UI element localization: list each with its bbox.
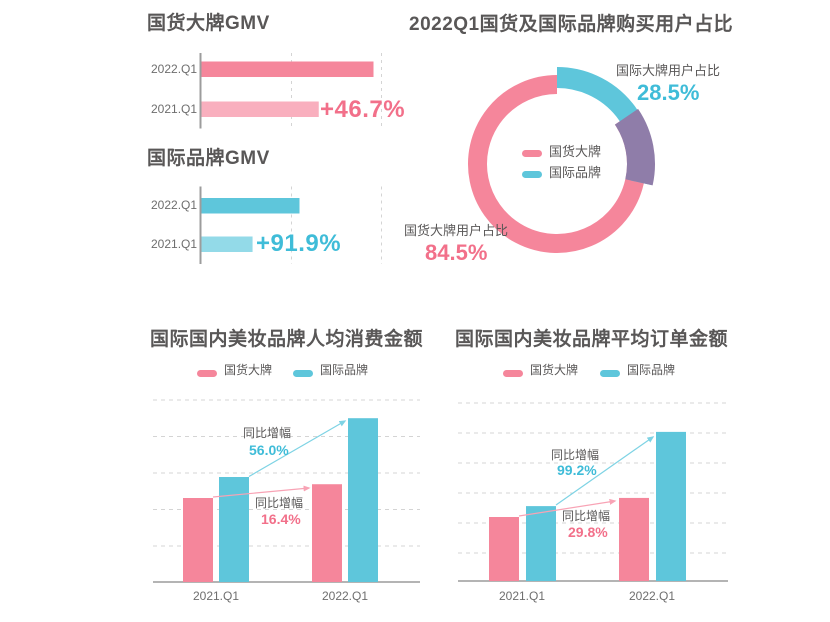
yoy-value-international: 56.0% — [249, 442, 289, 458]
yoy-value-international: 99.2% — [557, 462, 597, 478]
yoy-value-domestic: 16.4% — [261, 511, 301, 527]
legend-swatch-international — [600, 370, 620, 377]
yoy-caption-domestic: 同比增幅 — [562, 509, 611, 523]
x-label-2022: 2022.Q1 — [321, 589, 369, 603]
legend-label-domestic: 国货大牌 — [549, 144, 602, 159]
donut-domestic-share-label: 国货大牌用户占比 — [404, 223, 509, 238]
x-label-2022: 2022.Q1 — [628, 589, 676, 603]
legend-label-international: 国际品牌 — [549, 165, 602, 180]
legend-swatch-international — [522, 171, 542, 178]
avg-order-title: 国际国内美妆品牌平均订单金额 — [455, 329, 729, 350]
legend-label-international: 国际品牌 — [320, 363, 369, 377]
gmv-domestic-ylabel-2021: 2021.Q1 — [151, 102, 198, 116]
donut-domestic-share-value: 84.5% — [425, 240, 488, 265]
gmv-international-ylabel-2021: 2021.Q1 — [151, 237, 198, 251]
legend-swatch-domestic — [522, 150, 542, 157]
gmv-international-growth-label: +91.9% — [256, 230, 342, 257]
legend-swatch-domestic — [197, 370, 217, 377]
yoy-caption-domestic: 同比增幅 — [255, 496, 304, 510]
legend-label-international: 国际品牌 — [627, 363, 676, 377]
yoy-caption-international: 同比增幅 — [243, 426, 292, 440]
gmv-domestic-growth-label: +46.7% — [320, 96, 406, 123]
gmv-domestic-ylabel-2022: 2022.Q1 — [151, 62, 198, 76]
legend-label-domestic: 国货大牌 — [530, 363, 579, 377]
gmv-international-title: 国际品牌GMV — [147, 148, 270, 169]
gmv-international-ylabel-2022: 2022.Q1 — [151, 198, 198, 212]
yoy-caption-international: 同比增幅 — [551, 448, 600, 462]
yoy-value-domestic: 29.8% — [568, 524, 608, 540]
legend-swatch-domestic — [503, 370, 523, 377]
donut-title: 2022Q1国货及国际品牌购买用户占比 — [409, 14, 734, 35]
gmv-domestic-title: 国货大牌GMV — [147, 13, 270, 34]
donut-intl-share-value: 28.5% — [637, 80, 700, 105]
legend-label-domestic: 国货大牌 — [224, 363, 273, 377]
per-capita-title: 国际国内美妆品牌人均消费金额 — [150, 329, 424, 350]
x-label-2021: 2021.Q1 — [498, 589, 546, 603]
donut-intl-share-label: 国际大牌用户占比 — [616, 63, 721, 78]
x-label-2021: 2021.Q1 — [192, 589, 240, 603]
legend-swatch-international — [293, 370, 313, 377]
